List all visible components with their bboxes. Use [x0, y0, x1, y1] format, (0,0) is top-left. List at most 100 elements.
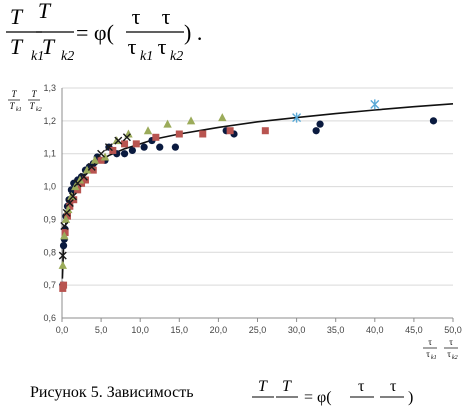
data-point-cross — [104, 143, 113, 152]
data-point-triangle — [124, 129, 133, 138]
x-label-sub: k1 — [431, 355, 437, 361]
data-point-circle — [120, 150, 129, 158]
x-tick-label: 35,0 — [327, 325, 345, 335]
formula: T T T T k1 k2 = φ( τ τ τ τ k1 k2 ) . — [4, 0, 234, 64]
data-point-square — [226, 127, 234, 135]
data-point-square — [81, 176, 89, 184]
y-label-den: T — [9, 101, 15, 111]
formula-close: ) . — [184, 20, 202, 45]
y-label-den: T — [29, 101, 35, 111]
data-point-circle — [429, 117, 438, 125]
formula-arg-den2-sub: k2 — [170, 49, 183, 62]
data-point-triangle — [58, 260, 67, 269]
x-tick-label: 30,0 — [288, 325, 306, 335]
data-point-triangle — [64, 205, 73, 214]
data-point-triangle — [82, 165, 92, 174]
x-tick-label: 45,0 — [405, 325, 423, 335]
caption-prefix: Рисунок 5. Зависимость — [30, 384, 194, 401]
data-point-circle — [156, 143, 164, 151]
data-point-circle — [316, 120, 324, 128]
data-point-cross — [68, 192, 77, 201]
x-tick-label: 0,0 — [56, 325, 69, 335]
tick-labels: 0,6 0,7 0,8 0,9 1,0 1,1 1,2 1,3 0,0 5,0 10,0 15,0 20… — [43, 83, 461, 335]
formula-arg-num1: τ — [132, 4, 141, 29]
data-point-asterisk — [370, 99, 380, 110]
caption-svg: Рисунок 5. Зависимость T T = φ( τ τ ) — [30, 378, 413, 406]
formula-lhs-den-sub: k1 — [31, 49, 44, 62]
caption-close: ) — [408, 389, 413, 406]
data-point-square — [66, 202, 74, 210]
data-points — [58, 99, 438, 292]
data-point-square — [132, 140, 140, 148]
y-label-num: T — [11, 89, 17, 99]
data-point-square — [199, 130, 207, 138]
x-tick-label: 20,0 — [210, 325, 228, 335]
data-point-cross — [97, 149, 106, 158]
data-point-square — [63, 212, 71, 220]
data-point-square — [109, 146, 117, 154]
caption-tau1: τ — [358, 378, 365, 395]
figure-caption: Рисунок 5. Зависимость T T = φ( τ τ ) — [30, 377, 460, 409]
data-point-triangle — [218, 113, 227, 122]
data-point-triangle — [60, 231, 69, 240]
caption-tau2: τ — [390, 378, 397, 395]
data-point-cross — [73, 179, 82, 188]
x-label-sub: k2 — [452, 355, 458, 361]
data-point-circle — [312, 127, 320, 135]
data-point-square — [175, 130, 183, 138]
data-point-square — [60, 281, 68, 289]
data-point-cross — [79, 172, 88, 181]
data-point-asterisk — [292, 112, 302, 123]
scatter-chart: 0,6 0,7 0,8 0,9 1,0 1,1 1,2 1,3 0,0 5,0 10,0 15,0 20… — [8, 83, 462, 361]
caption-num2: T — [282, 378, 292, 395]
y-tick-label: 1,1 — [43, 149, 56, 159]
y-tick-label: 1,2 — [43, 116, 56, 126]
y-tick-label: 1,0 — [43, 182, 56, 192]
formula-arg-den2: τ — [158, 34, 167, 59]
data-point-square — [61, 229, 69, 237]
formula-rhs-num: T — [38, 2, 52, 23]
data-point-triangle — [90, 155, 100, 164]
data-point-cross — [58, 251, 67, 260]
data-point-cross — [87, 162, 96, 171]
x-label-num: τ — [449, 337, 453, 347]
data-point-triangle — [186, 116, 196, 125]
data-point-triangle — [75, 175, 85, 184]
x-tick-label: 10,0 — [131, 325, 149, 335]
formula-arg-den1-sub: k1 — [140, 49, 153, 62]
y-tick-label: 0,6 — [43, 313, 56, 323]
y-tick-label: 1,3 — [43, 83, 56, 93]
caption-equals: = φ( — [304, 389, 332, 406]
data-point-triangle — [163, 119, 172, 128]
axes — [61, 88, 454, 322]
data-point-triangle — [100, 152, 110, 161]
formula-arg-num2: τ — [162, 4, 171, 29]
x-label-den: τ — [447, 349, 451, 359]
y-label-num: T — [31, 89, 37, 99]
x-tick-label: 5,0 — [95, 325, 108, 335]
data-point-square — [89, 166, 97, 174]
x-label-num: τ — [428, 337, 432, 347]
formula-rhs-den-sub: k2 — [61, 49, 74, 62]
data-point-circle — [171, 143, 179, 151]
data-point-square — [121, 140, 129, 148]
data-point-circle — [140, 143, 148, 151]
formula-arg-den1: τ — [128, 34, 137, 59]
data-point-cross — [60, 222, 69, 230]
x-tick-label: 15,0 — [171, 325, 189, 335]
x-tick-label: 25,0 — [249, 325, 267, 335]
data-point-square — [261, 127, 269, 135]
y-label-sub: k1 — [16, 107, 22, 113]
data-point-triangle — [143, 126, 153, 135]
formula-svg: T T T T k1 k2 = φ( τ τ τ τ k1 k2 ) . — [6, 0, 202, 64]
data-point-cross — [62, 208, 71, 217]
data-point-cross — [114, 136, 123, 145]
formula-lhs-den: T — [10, 34, 24, 59]
y-tick-label: 0,8 — [43, 247, 56, 257]
data-point-circle — [59, 242, 68, 250]
data-point-cross — [65, 199, 74, 207]
y-tick-label: 0,7 — [43, 280, 56, 290]
